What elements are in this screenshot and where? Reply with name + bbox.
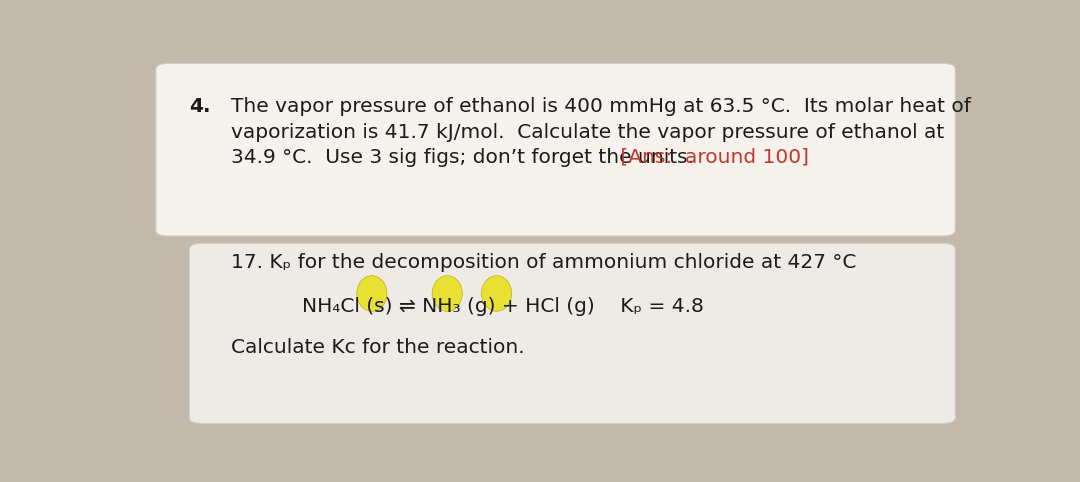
Text: [Ans:  around 100]: [Ans: around 100] xyxy=(613,147,809,167)
Text: The vapor pressure of ethanol is 400 mmHg at 63.5 °C.  Its molar heat of: The vapor pressure of ethanol is 400 mmH… xyxy=(231,97,971,116)
Text: 17. Kₚ for the decomposition of ammonium chloride at 427 °C: 17. Kₚ for the decomposition of ammonium… xyxy=(231,253,856,272)
Text: Calculate Kᴄ for the reaction.: Calculate Kᴄ for the reaction. xyxy=(231,338,525,357)
Text: 34.9 °C.  Use 3 sig figs; don’t forget the units.: 34.9 °C. Use 3 sig figs; don’t forget th… xyxy=(231,147,694,167)
Text: NH₄Cl (s) ⇌ NH₃ (g) + HCl (g)    Kₚ = 4.8: NH₄Cl (s) ⇌ NH₃ (g) + HCl (g) Kₚ = 4.8 xyxy=(302,297,704,316)
Ellipse shape xyxy=(356,276,387,311)
Text: 4.: 4. xyxy=(189,97,211,116)
FancyBboxPatch shape xyxy=(189,243,956,423)
Text: vaporization is 41.7 kJ/mol.  Calculate the vapor pressure of ethanol at: vaporization is 41.7 kJ/mol. Calculate t… xyxy=(231,123,945,142)
FancyBboxPatch shape xyxy=(156,64,956,236)
Ellipse shape xyxy=(482,276,512,311)
Ellipse shape xyxy=(432,276,462,311)
